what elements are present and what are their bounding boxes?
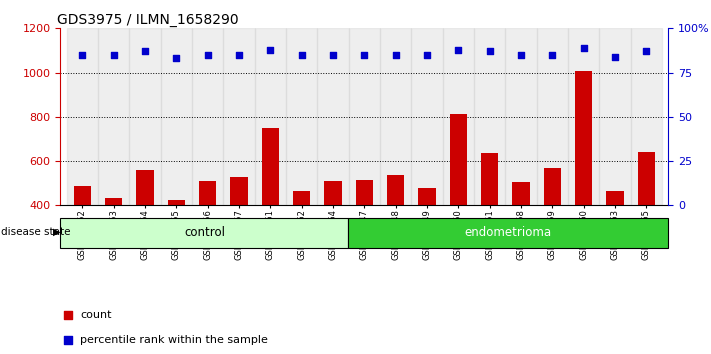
Point [390, 52, 402, 58]
Bar [481, 153, 498, 205]
Text: control: control [184, 226, 225, 239]
Text: ▶: ▶ [53, 227, 60, 237]
Bar [575, 72, 592, 205]
Bar [192, 28, 223, 205]
Text: percentile rank within the sample: percentile rank within the sample [80, 335, 268, 344]
Bar [67, 28, 98, 205]
Bar [387, 176, 405, 205]
Text: count: count [80, 310, 112, 320]
Point [359, 52, 370, 58]
Bar [450, 114, 467, 205]
Bar [230, 177, 247, 205]
Bar [317, 28, 348, 205]
Bar [255, 28, 286, 205]
Bar [537, 28, 568, 205]
Point [264, 47, 276, 52]
Bar [60, 218, 348, 248]
Point [62, 337, 73, 342]
Bar [286, 28, 317, 205]
Point [327, 52, 338, 58]
Bar [161, 28, 192, 205]
Bar [599, 28, 631, 205]
Point [578, 45, 589, 51]
Point [202, 52, 213, 58]
Bar [74, 186, 91, 205]
Bar [638, 152, 655, 205]
Bar [356, 180, 373, 205]
Bar [348, 28, 380, 205]
Point [139, 48, 151, 54]
Text: disease state: disease state [1, 227, 70, 237]
Bar [168, 200, 185, 205]
Bar [324, 181, 342, 205]
Point [77, 52, 88, 58]
Point [171, 56, 182, 61]
Bar [293, 191, 310, 205]
Point [453, 47, 464, 52]
Bar [419, 188, 436, 205]
Point [515, 52, 527, 58]
Bar [223, 28, 255, 205]
Bar [199, 181, 216, 205]
Bar [129, 28, 161, 205]
Bar [506, 28, 537, 205]
Point [62, 312, 73, 318]
Bar [348, 218, 668, 248]
Bar [412, 28, 443, 205]
Bar [474, 28, 506, 205]
Text: GDS3975 / ILMN_1658290: GDS3975 / ILMN_1658290 [58, 13, 239, 27]
Point [641, 48, 652, 54]
Bar [262, 128, 279, 205]
Point [547, 52, 558, 58]
Point [422, 52, 433, 58]
Bar [443, 28, 474, 205]
Bar [631, 28, 662, 205]
Bar [513, 182, 530, 205]
Text: endometrioma: endometrioma [465, 226, 552, 239]
Bar [606, 191, 624, 205]
Bar [544, 168, 561, 205]
Point [609, 54, 621, 59]
Bar [105, 198, 122, 205]
Point [233, 52, 245, 58]
Bar [98, 28, 129, 205]
Point [484, 48, 496, 54]
Point [108, 52, 119, 58]
Bar [568, 28, 599, 205]
Point [296, 52, 307, 58]
Bar [137, 170, 154, 205]
Bar [380, 28, 412, 205]
